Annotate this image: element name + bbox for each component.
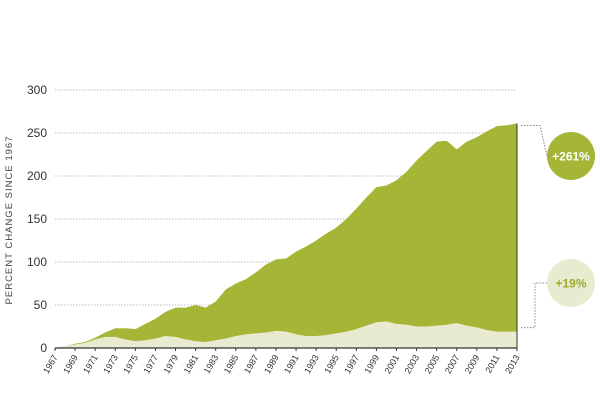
x-tick-label-1993: 1993 <box>302 353 321 375</box>
x-tick-label-1973: 1973 <box>101 353 120 375</box>
x-tick-label-1969: 1969 <box>61 353 80 375</box>
bottom-series-badge-circle <box>547 259 595 307</box>
top-badge-leader <box>521 125 548 157</box>
x-tick-label-1995: 1995 <box>322 353 341 375</box>
y-tick-label-300: 300 <box>27 83 47 97</box>
x-tick-label-1999: 1999 <box>362 353 381 375</box>
x-tick-label-1989: 1989 <box>262 353 281 375</box>
bottom-series-badge-label: +19% <box>555 277 586 291</box>
x-tick-label-2005: 2005 <box>423 353 442 375</box>
x-tick-label-2003: 2003 <box>403 353 422 375</box>
y-tick-label-200: 200 <box>27 169 47 183</box>
bottom-series-badge: +19% <box>547 259 595 307</box>
chart-areas <box>55 123 517 348</box>
x-tick-label-1997: 1997 <box>342 353 361 375</box>
x-tick-label-2011: 2011 <box>483 353 501 375</box>
bottom-badge-leader <box>521 282 547 329</box>
top-series-badge-circle <box>547 132 595 180</box>
x-tick-label-1975: 1975 <box>121 353 140 375</box>
x-tick-label-1967: 1967 <box>41 353 60 375</box>
x-tick-label-2007: 2007 <box>443 353 462 375</box>
x-tick-label-1979: 1979 <box>162 353 181 375</box>
y-tick-labels: 0 50 100 150 200 250 300 <box>27 83 47 355</box>
end-value-badges: +261% +19% <box>547 132 595 307</box>
y-tick-label-250: 250 <box>27 126 47 140</box>
top-series-badge-label: +261% <box>552 150 590 164</box>
x-tick-label-1971: 1971 <box>81 353 100 375</box>
y-axis-label: PERCENT CHANGE SINCE 1967 <box>4 136 15 305</box>
y-tick-label-100: 100 <box>27 255 47 269</box>
chart-axes <box>55 123 518 349</box>
badge-leader-lines <box>521 125 548 329</box>
y-tick-label-50: 50 <box>34 298 48 312</box>
x-tick-label-1991: 1991 <box>282 353 301 375</box>
x-tick-label-2001: 2001 <box>383 353 402 375</box>
x-tick-label-1981: 1981 <box>182 353 201 375</box>
y-tick-label-150: 150 <box>27 212 47 226</box>
x-tick-label-1977: 1977 <box>141 353 160 375</box>
top-series-badge: +261% <box>547 132 595 180</box>
top-series-area <box>55 123 517 348</box>
x-tick-label-1983: 1983 <box>202 353 221 375</box>
bottom-series-area <box>55 321 517 348</box>
x-tick-label-1987: 1987 <box>242 353 261 375</box>
y-tick-label-0: 0 <box>40 341 47 355</box>
x-tick-label-1985: 1985 <box>222 353 241 375</box>
x-tick-label-2009: 2009 <box>463 353 482 375</box>
x-tick-labels: 1967 1969 1971 1973 1975 1977 1979 1981 1983 1985… <box>41 348 522 375</box>
x-tick-label-2013: 2013 <box>503 353 522 375</box>
